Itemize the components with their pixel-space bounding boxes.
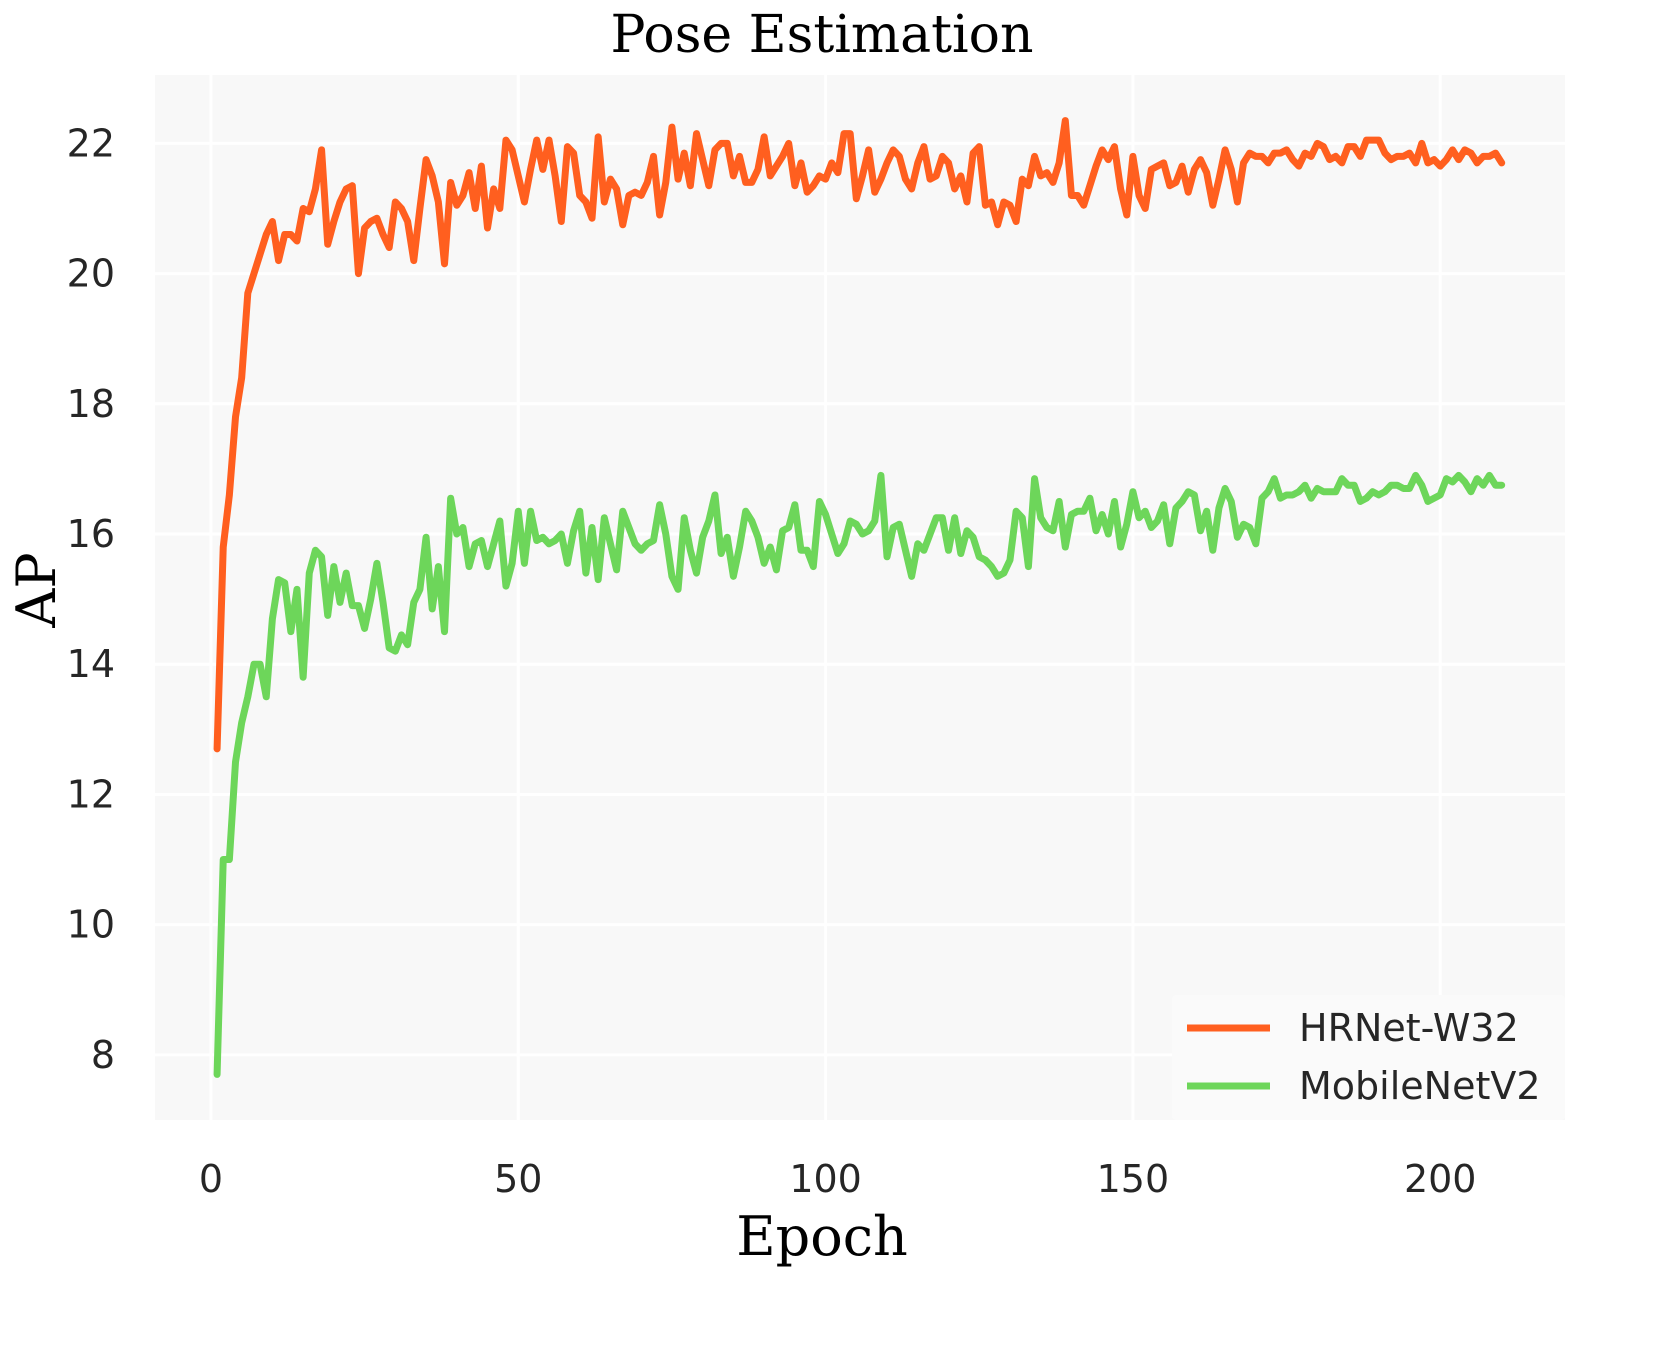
chart-title: Pose Estimation xyxy=(611,5,1034,65)
y-tick-label: 16 xyxy=(67,512,115,556)
series-line xyxy=(213,471,1506,1078)
series-line xyxy=(213,117,1506,753)
y-tick-label: 10 xyxy=(67,903,115,947)
y-axis-label: AP xyxy=(5,552,68,628)
x-tick-label: 100 xyxy=(789,1157,862,1201)
y-tick-label: 8 xyxy=(91,1033,115,1077)
legend: HRNet-W32 MobileNetV2 xyxy=(1172,995,1565,1120)
y-tick-label: 18 xyxy=(67,382,115,426)
x-tick-label: 50 xyxy=(494,1157,542,1201)
grid xyxy=(155,75,1565,1120)
x-tick-label: 200 xyxy=(1404,1157,1477,1201)
legend-label: MobileNetV2 xyxy=(1299,1064,1541,1108)
legend-box xyxy=(1172,995,1565,1120)
legend-label: HRNet-W32 xyxy=(1299,1006,1519,1050)
x-tick-label: 150 xyxy=(1097,1157,1170,1201)
y-tick-label: 20 xyxy=(67,252,115,296)
x-axis-label: Epoch xyxy=(736,1205,908,1268)
y-tick-label: 14 xyxy=(67,642,115,686)
x-tick-label: 0 xyxy=(199,1157,223,1201)
y-tick-label: 12 xyxy=(67,772,115,816)
lines xyxy=(213,117,1506,1078)
y-tick-label: 22 xyxy=(67,121,115,165)
